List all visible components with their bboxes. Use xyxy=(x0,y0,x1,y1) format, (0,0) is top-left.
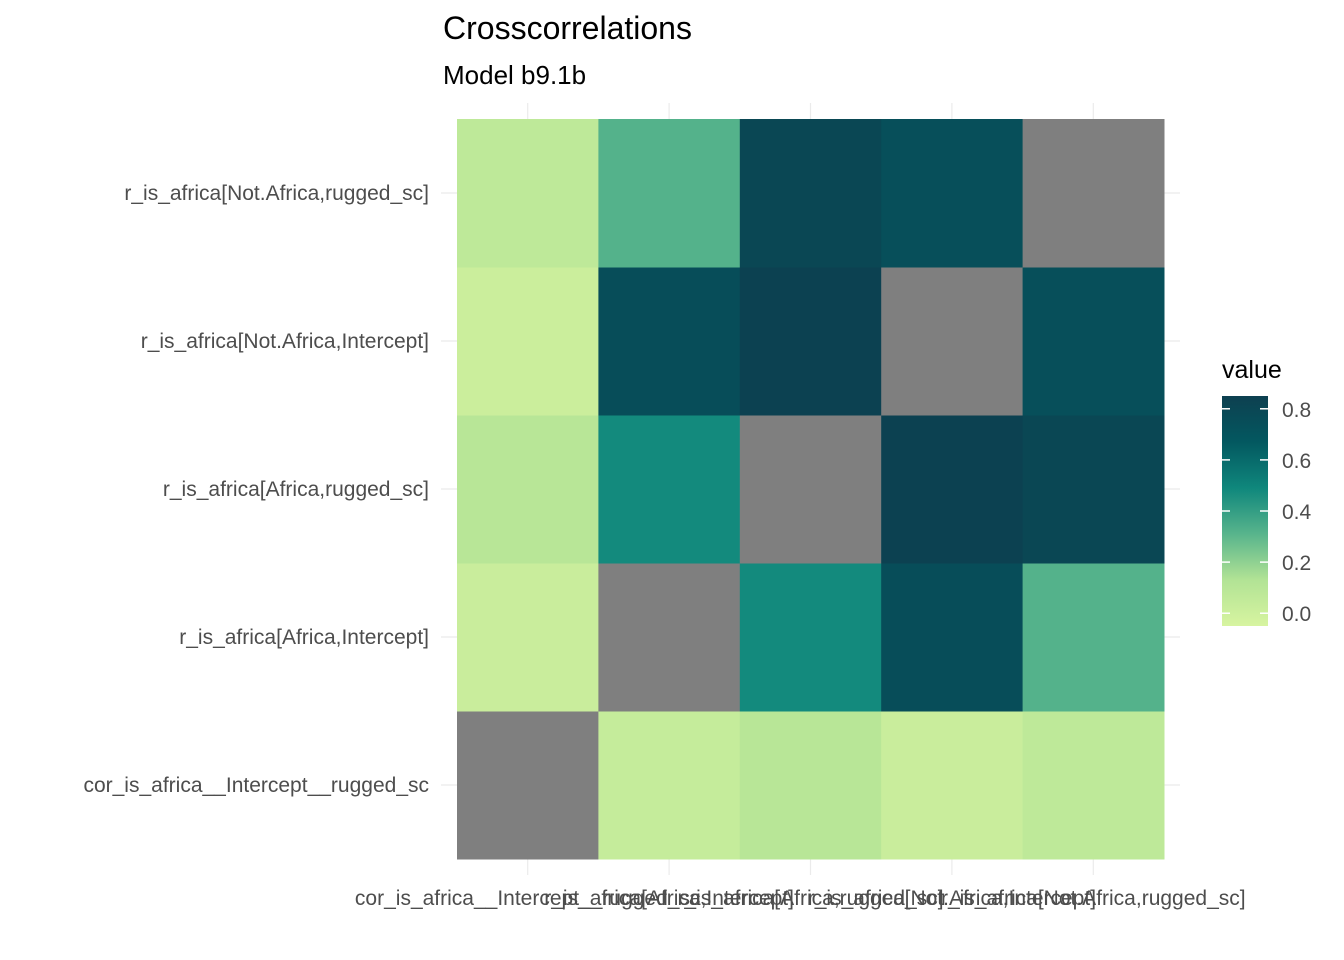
heatmap-cell xyxy=(1022,711,1165,860)
heatmap-cell xyxy=(598,267,741,416)
heatmap-cell xyxy=(598,415,741,564)
heatmap-cell xyxy=(457,415,599,564)
heatmap-cell xyxy=(881,415,1024,564)
y-tick-label: r_is_africa[Not.Africa,rugged_sc] xyxy=(124,182,429,205)
heatmap-cell xyxy=(457,563,599,712)
heatmap-cell xyxy=(598,563,741,712)
y-axis-tick-labels: cor_is_africa__Intercept__rugged_sc r_is_… xyxy=(83,182,429,797)
heatmap-cell xyxy=(739,119,882,268)
heatmap-cell xyxy=(457,119,599,268)
heatmap-cell xyxy=(881,563,1024,712)
chart-subtitle: Model b9.1b xyxy=(443,60,587,90)
legend-title: value xyxy=(1222,356,1282,384)
color-legend: value 0.0 0.2 0.4 0.6 0.8 xyxy=(1222,356,1312,626)
legend-tick-label: 0.8 xyxy=(1282,399,1311,422)
y-tick-label: r_is_africa[Africa,Intercept] xyxy=(179,626,429,649)
heatmap-cell xyxy=(457,711,599,860)
heatmap-cell xyxy=(739,415,882,564)
heatmap-cell xyxy=(881,267,1024,416)
heatmap-cell xyxy=(598,119,741,268)
heatmap-tiles xyxy=(457,119,1165,860)
heatmap-cell xyxy=(739,563,882,712)
y-tick-label: r_is_africa[Not.Africa,Intercept] xyxy=(141,330,429,353)
x-tick-label: r_is_africa[Not.Africa,Intercept] xyxy=(808,887,1096,910)
heatmap-cell xyxy=(739,711,882,860)
x-tick-label: cor_is_africa__Intercept__rugged_sc xyxy=(355,887,701,910)
chart-title: Crosscorrelations xyxy=(443,10,692,46)
y-tick-label: cor_is_africa__Intercept__rugged_sc xyxy=(83,774,429,797)
heatmap-cell xyxy=(739,267,882,416)
x-tick-label: r_is_africa[Africa,Intercept] xyxy=(544,887,794,910)
y-tick-label: r_is_africa[Africa,rugged_sc] xyxy=(163,478,429,501)
heatmap-cell xyxy=(881,711,1024,860)
legend-tick-label: 0.6 xyxy=(1282,450,1311,473)
x-axis-tick-labels: cor_is_africa__Intercept__rugged_scr_is_… xyxy=(355,887,1246,910)
heatmap-cell xyxy=(1022,119,1165,268)
heatmap-cell xyxy=(881,119,1024,268)
heatmap-cell xyxy=(1022,267,1165,416)
legend-tick-label: 0.0 xyxy=(1282,603,1311,626)
heatmap-cell xyxy=(1022,563,1165,712)
legend-tick-label: 0.4 xyxy=(1282,501,1312,524)
heatmap-cell xyxy=(598,711,741,860)
heatmap-cell xyxy=(457,267,599,416)
x-tick-label: r_is_africa[Not.Africa,rugged_sc] xyxy=(941,887,1246,910)
x-tick-label: r_is_africa[Africa,rugged_sc] xyxy=(677,887,943,910)
legend-tick-label: 0.2 xyxy=(1282,552,1311,575)
heatmap-cell xyxy=(1022,415,1165,564)
